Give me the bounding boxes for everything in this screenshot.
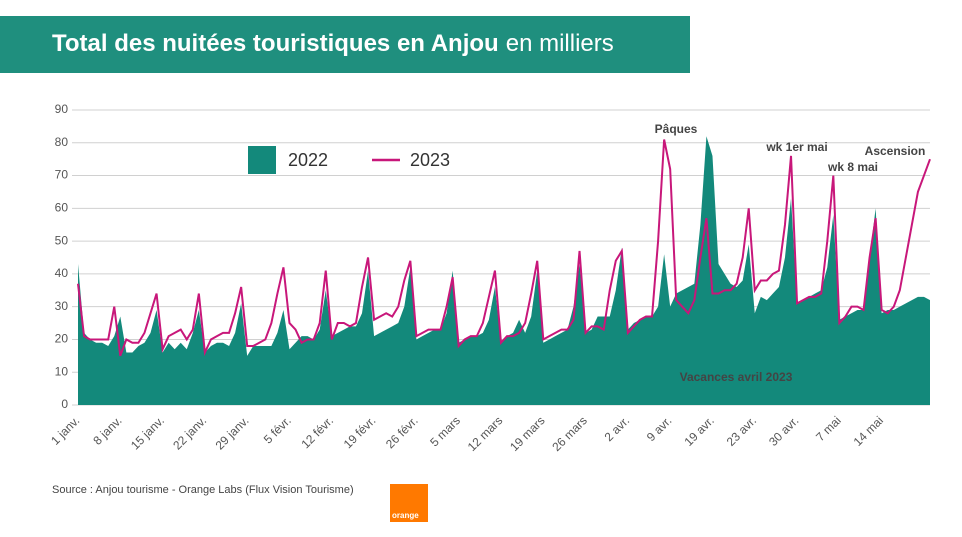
x-tick-label: 12 févr. xyxy=(298,413,336,451)
y-tick-label: 20 xyxy=(55,332,69,346)
x-tick-label: 8 janv. xyxy=(90,413,124,447)
y-tick-label: 70 xyxy=(55,168,69,182)
x-tick-label: 9 avr. xyxy=(644,413,675,444)
x-tick-label: 23 avr. xyxy=(724,413,759,448)
x-tick-label: 7 mai xyxy=(813,413,844,444)
line-2023 xyxy=(77,139,931,357)
annotation: Vacances avril 2023 xyxy=(680,370,793,384)
y-tick-label: 90 xyxy=(55,102,69,116)
annotation: wk 1er mai xyxy=(765,140,827,154)
annotation: Pâques xyxy=(655,122,698,136)
title-banner xyxy=(0,16,690,73)
y-tick-label: 10 xyxy=(55,364,69,378)
logo-text: orange xyxy=(392,511,419,520)
y-tick-label: 80 xyxy=(55,135,69,149)
x-tick-label: 22 janv. xyxy=(170,413,209,452)
x-tick-label: 26 févr. xyxy=(383,413,421,451)
legend-label: 2022 xyxy=(288,150,328,170)
x-tick-label: 15 janv. xyxy=(128,413,167,452)
x-tick-label: 19 févr. xyxy=(341,413,379,451)
chart-subtitle: en milliers xyxy=(506,30,614,57)
area-2022 xyxy=(78,136,930,405)
x-tick-label: 5 mars xyxy=(427,413,463,449)
legend-label: 2023 xyxy=(410,150,450,170)
logo-box xyxy=(390,484,428,522)
y-tick-label: 30 xyxy=(55,299,69,313)
x-tick-label: 2 avr. xyxy=(602,413,633,444)
x-tick-label: 12 mars xyxy=(465,413,506,454)
x-tick-label: 5 févr. xyxy=(261,413,294,446)
x-tick-label: 29 janv. xyxy=(213,413,252,452)
x-tick-label: 30 avr. xyxy=(766,413,801,448)
annotation: wk 8 mai xyxy=(827,160,878,174)
source: Source : Anjou tourisme - Orange Labs (F… xyxy=(52,484,354,496)
x-tick-label: 1 janv. xyxy=(48,413,82,447)
annotation: Ascension xyxy=(865,144,926,158)
chart-title: Total des nuitées touristiques en Anjou xyxy=(52,30,499,57)
x-tick-label: 26 mars xyxy=(549,413,590,454)
y-tick-label: 0 xyxy=(61,397,68,411)
title-block: Total des nuitées touristiques en Anjou e… xyxy=(52,30,614,57)
x-tick-label: 19 mars xyxy=(507,413,548,454)
y-tick-label: 40 xyxy=(55,266,69,280)
x-tick-label: 19 avr. xyxy=(681,413,716,448)
x-tick-label: 14 mai xyxy=(851,413,886,448)
y-tick-label: 50 xyxy=(55,233,69,247)
legend-swatch xyxy=(248,146,276,174)
y-tick-label: 60 xyxy=(55,201,69,215)
